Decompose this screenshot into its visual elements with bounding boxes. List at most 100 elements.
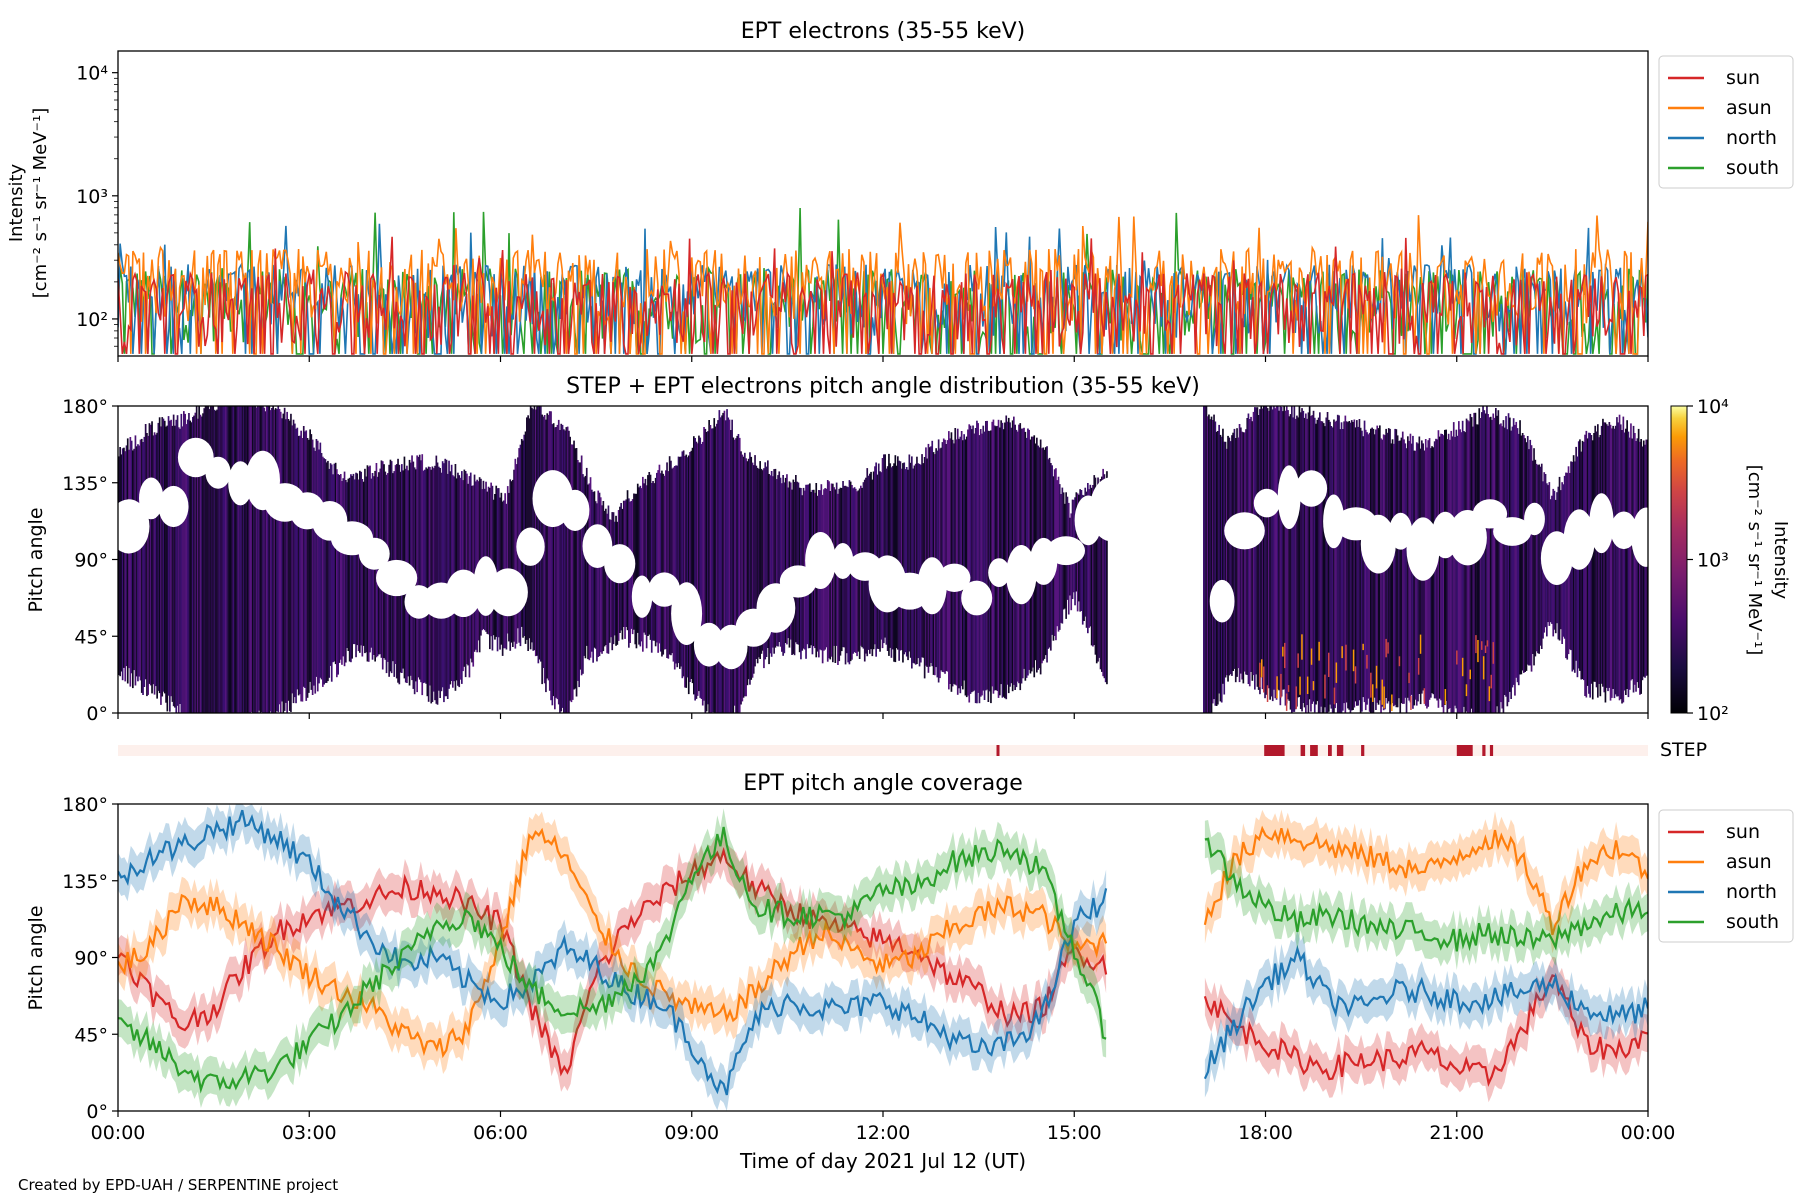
pad-column [1537, 465, 1539, 654]
pad-column [1210, 416, 1213, 713]
legend-label-north: north [1726, 127, 1777, 149]
pad-column [1278, 410, 1280, 691]
coverage-band-sun [118, 831, 1107, 1092]
pad-column [1524, 438, 1526, 672]
pad-column [1535, 463, 1538, 652]
pad-column [1006, 421, 1009, 685]
pad-column [356, 473, 359, 646]
pad-column [353, 479, 356, 645]
pad-column [514, 458, 517, 649]
pad-column [161, 417, 164, 697]
pad-column [589, 477, 592, 658]
pad-column [237, 406, 240, 713]
y-tick-label: 45° [74, 626, 108, 648]
pad-column [155, 434, 157, 687]
pad-column [1213, 414, 1215, 700]
pad-column [308, 439, 310, 693]
pad-column [665, 470, 667, 650]
pad-column [714, 426, 717, 713]
pad-column [322, 456, 324, 687]
pad-column [1242, 432, 1245, 684]
pad-column [1232, 432, 1234, 671]
y-tick-label: 135° [62, 473, 108, 495]
pad-column [1464, 432, 1467, 713]
pad-column [545, 419, 547, 693]
pad-column [1404, 443, 1407, 698]
pad-column [1475, 424, 1478, 713]
pad-hot-pixel [1287, 685, 1290, 692]
pad-gap-patch [1389, 512, 1413, 550]
pad-column [1083, 495, 1085, 621]
pad-column [759, 461, 761, 659]
pad-column [151, 421, 153, 694]
pad-column [985, 421, 987, 691]
pad-column [186, 419, 189, 713]
pad-column [1472, 426, 1474, 713]
pad-column [1342, 429, 1344, 711]
pad-column [559, 430, 561, 713]
pad-column [444, 458, 447, 697]
pad-column [708, 420, 710, 713]
pad-column [211, 406, 213, 713]
pad-column [188, 413, 190, 713]
pad-column [305, 430, 308, 701]
pad-column [736, 435, 739, 713]
pad-column [1502, 420, 1505, 713]
pad-hot-pixel [1488, 686, 1491, 702]
pad-column [1617, 422, 1620, 697]
pad-column [440, 472, 443, 692]
pad-gap-patch [917, 557, 947, 615]
pad-column [147, 435, 149, 695]
pad-column [1224, 441, 1227, 678]
pad-column [214, 410, 217, 713]
pad-hot-pixel [1261, 659, 1263, 678]
pad-column [635, 493, 638, 649]
step-active-mark [1328, 745, 1332, 756]
y-tick-label: 90° [74, 948, 108, 970]
pad-gap-patch [1448, 510, 1487, 566]
pad-column [1294, 418, 1297, 710]
pad-column [1299, 412, 1302, 709]
pad-column [783, 482, 786, 654]
pad-column [496, 488, 499, 652]
pad-column [1618, 414, 1621, 701]
coverage-y-ticks: 0° 45° 90° 135° 180° [62, 794, 118, 1123]
pad-column [1621, 430, 1623, 704]
pad-column [1511, 426, 1514, 688]
pad-column [948, 431, 950, 690]
pad-column [902, 463, 904, 663]
pad-column [652, 481, 654, 641]
pad-column [248, 406, 250, 713]
pad-column [754, 455, 756, 667]
pad-column [427, 466, 430, 702]
pad-column [283, 407, 286, 711]
pad-column [1358, 419, 1361, 701]
pad-column [584, 475, 587, 659]
pad-column [797, 482, 800, 645]
pad-column [1438, 436, 1441, 699]
pad-column [239, 406, 241, 713]
pad-column [174, 425, 176, 708]
pad-gap-patch [582, 524, 613, 568]
pad-column [1282, 411, 1284, 690]
coverage-line-sun [1203, 974, 1648, 1087]
pad-column [1452, 422, 1455, 713]
pad-column [1237, 437, 1240, 669]
pad-gap-patch [648, 572, 681, 607]
pad-column [1340, 422, 1343, 713]
pad-column [225, 406, 227, 713]
pad-column [1285, 406, 1288, 704]
pad-column [300, 430, 302, 702]
pad-column [143, 436, 146, 687]
pad-column [1366, 432, 1368, 705]
pad-column [1590, 435, 1593, 684]
pad-column [656, 472, 658, 643]
pad-hot-pixel [1444, 689, 1447, 705]
pad-column [1094, 477, 1097, 655]
step-strip-background [118, 745, 1648, 756]
pad-column [345, 480, 347, 663]
y-tick-label: 180° [62, 396, 108, 418]
pad-column [124, 451, 127, 682]
intensity-legend-box [1658, 55, 1794, 189]
pad-column [941, 442, 944, 672]
